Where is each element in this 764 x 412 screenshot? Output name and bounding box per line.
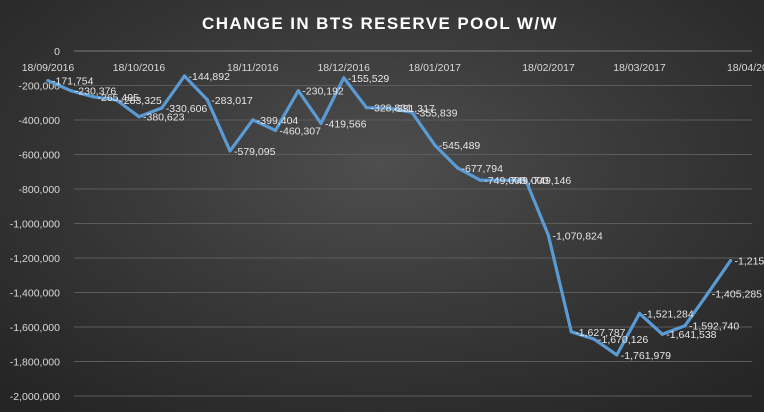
data-point bbox=[433, 143, 437, 147]
data-label: -328,831 bbox=[371, 103, 413, 115]
data-point bbox=[228, 149, 232, 153]
data-label: -330,606 bbox=[166, 103, 208, 115]
y-tick-label: -200,000 bbox=[19, 81, 61, 93]
data-label: -1,641,538 bbox=[666, 329, 716, 341]
y-tick-label: 0 bbox=[54, 46, 60, 58]
data-point bbox=[114, 98, 118, 102]
data-point bbox=[182, 74, 187, 78]
y-tick-label: -1,600,000 bbox=[10, 322, 60, 334]
data-label: -1,592,740 bbox=[689, 321, 739, 333]
data-point bbox=[637, 311, 642, 315]
data-label: -1,070,824 bbox=[553, 231, 603, 243]
data-label: -230,192 bbox=[302, 86, 344, 98]
data-label: -419,566 bbox=[325, 118, 367, 130]
data-label: -230,376 bbox=[75, 86, 117, 98]
y-tick-label: -2,000,000 bbox=[10, 391, 60, 403]
data-label: -171,754 bbox=[52, 76, 94, 88]
x-tick-label: 18/04/2017 bbox=[727, 62, 764, 74]
data-point bbox=[296, 89, 300, 93]
data-point bbox=[478, 178, 482, 182]
data-label: -399,404 bbox=[257, 115, 299, 127]
data-label: -1,215,096 bbox=[735, 256, 764, 268]
data-point bbox=[319, 121, 323, 125]
data-point bbox=[410, 110, 414, 114]
data-point bbox=[137, 115, 141, 119]
data-label: -460,307 bbox=[280, 125, 322, 137]
y-tick-label: -600,000 bbox=[19, 150, 61, 162]
x-tick-label: 18/11/2016 bbox=[227, 62, 279, 74]
x-tick-label: 18/01/2017 bbox=[408, 62, 461, 74]
data-label: -1,670,126 bbox=[598, 334, 648, 346]
data-point bbox=[364, 106, 369, 110]
x-tick-label: 18/12/2016 bbox=[317, 62, 370, 74]
data-point bbox=[342, 76, 346, 80]
data-label: -355,839 bbox=[416, 107, 458, 119]
data-label: -331,317 bbox=[393, 103, 435, 115]
gridlines bbox=[74, 50, 752, 397]
data-point bbox=[546, 234, 551, 238]
data-point bbox=[706, 291, 710, 295]
data-point bbox=[683, 324, 687, 328]
data-point bbox=[273, 128, 278, 132]
data-label: -749,000 bbox=[484, 175, 526, 187]
data-point bbox=[501, 178, 505, 182]
data-point bbox=[205, 98, 209, 102]
data-point bbox=[46, 79, 50, 83]
data-label: -1,405,285 bbox=[712, 288, 762, 300]
data-point bbox=[387, 106, 391, 110]
data-label: -677,794 bbox=[462, 163, 504, 175]
data-point bbox=[660, 332, 664, 336]
data-label: -283,017 bbox=[211, 95, 253, 107]
data-point bbox=[524, 178, 528, 182]
series-layer bbox=[46, 74, 733, 357]
data-label: -155,529 bbox=[348, 73, 390, 85]
data-label: -1,521,284 bbox=[644, 308, 694, 320]
y-tick-label: -1,800,000 bbox=[10, 357, 60, 369]
x-tick-label: 18/03/2017 bbox=[613, 62, 666, 74]
y-tick-label: -800,000 bbox=[19, 184, 61, 196]
data-label: -265,495 bbox=[98, 92, 140, 104]
data-label: -579,095 bbox=[234, 146, 276, 158]
data-label: -144,892 bbox=[189, 71, 231, 83]
data-point bbox=[91, 95, 96, 99]
y-tick-label: -1,000,000 bbox=[10, 219, 60, 231]
y-tick-label: -1,400,000 bbox=[10, 288, 60, 300]
data-point bbox=[615, 353, 619, 357]
y-tick-label: -400,000 bbox=[19, 115, 61, 127]
x-axis-ticks: 18/09/2016 18/10/2016 18/11/2016 18/12/2016… bbox=[22, 62, 764, 74]
x-tick-label: 18/09/2016 bbox=[22, 62, 75, 74]
data-labels: -171,754-230,376-265,495-283,325 -380,623… bbox=[52, 71, 764, 362]
data-point bbox=[69, 89, 73, 93]
x-tick-label: 18/10/2016 bbox=[113, 62, 166, 74]
y-tick-label: -1,200,000 bbox=[10, 253, 60, 265]
y-axis-ticks: 0 -200,000 -400,000 -600,000 -800,000 -1,000,… bbox=[10, 46, 60, 403]
chart-title: CHANGE IN BTS RESERVE POOL W/W bbox=[202, 14, 558, 33]
data-point bbox=[728, 259, 733, 263]
data-point bbox=[455, 166, 460, 170]
data-point bbox=[160, 106, 164, 110]
data-label: -380,623 bbox=[143, 112, 185, 124]
data-label: -1,627,787 bbox=[575, 327, 625, 339]
data-label: -283,325 bbox=[120, 95, 162, 107]
data-label: -1,761,979 bbox=[621, 350, 671, 362]
data-point bbox=[569, 330, 573, 334]
data-label: -749,146 bbox=[530, 175, 572, 187]
data-point bbox=[592, 337, 596, 341]
data-label: -545,489 bbox=[439, 140, 481, 152]
data-label: -749,000 bbox=[507, 175, 549, 187]
x-tick-label: 18/02/2017 bbox=[522, 62, 575, 74]
data-point bbox=[251, 118, 255, 122]
